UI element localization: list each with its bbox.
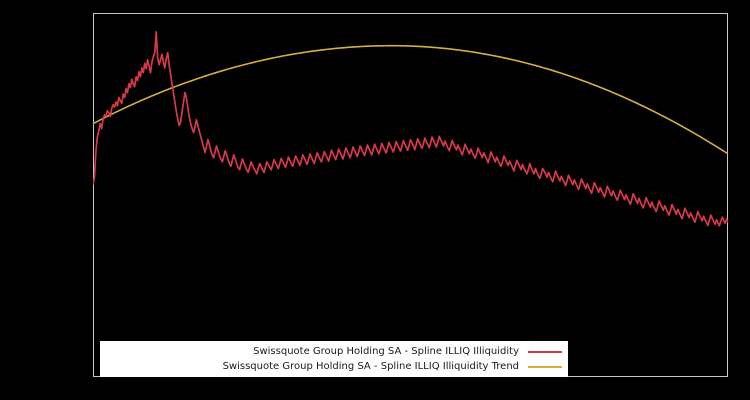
legend-swatch-illiquidity [528, 350, 562, 353]
legend-label-illiquidity-trend: Swissquote Group Holding SA - Spline ILL… [222, 361, 519, 372]
chart-legend: Swissquote Group Holding SA - Spline ILL… [100, 341, 568, 377]
plot-area [93, 31, 728, 227]
legend-item-illiquidity: Swissquote Group Holding SA - Spline ILL… [106, 344, 562, 359]
legend-item-illiquidity-trend: Swissquote Group Holding SA - Spline ILL… [106, 359, 562, 374]
legend-label-illiquidity: Swissquote Group Holding SA - Spline ILL… [253, 346, 519, 357]
legend-swatch-illiquidity-trend [528, 365, 562, 368]
illiquidity-line-path [93, 31, 728, 227]
trend-line-path [93, 44, 728, 155]
y-axis: 1000000001000000010000001000001000010001… [0, 0, 93, 400]
